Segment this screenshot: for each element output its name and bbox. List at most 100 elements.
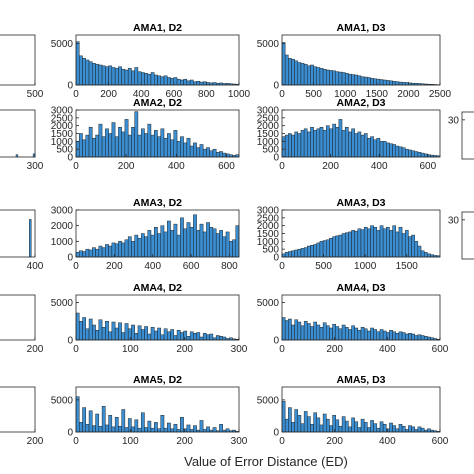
histogram-bar — [281, 42, 286, 86]
y-tick-label: 0 — [273, 336, 279, 347]
histogram-bar — [189, 145, 194, 158]
histogram-bar — [75, 41, 80, 86]
x-tick-label: 200 — [27, 344, 44, 355]
histogram-bar — [338, 119, 343, 158]
y-tick-label: 5000 — [51, 298, 74, 309]
x-axis-label: Value of Error Distance (ED) — [184, 454, 348, 469]
histogram-bar — [147, 420, 152, 433]
histogram-bar — [189, 227, 194, 258]
histogram-bar — [180, 416, 184, 433]
histogram-bar — [140, 329, 145, 341]
y-tick-label: 1000 — [257, 137, 280, 148]
histogram-bar — [225, 428, 230, 433]
histogram-bar — [303, 411, 308, 433]
histogram-bar — [140, 233, 145, 258]
y-tick-label: 1500 — [257, 129, 280, 140]
histogram-bar — [75, 252, 80, 258]
histogram-bar — [360, 418, 365, 433]
histogram-panel-17: 30 — [448, 211, 474, 260]
histogram-bar — [344, 127, 349, 158]
histogram-bar — [29, 219, 32, 258]
histogram-bar — [101, 65, 106, 86]
x-tick-label: 1500 — [366, 89, 389, 100]
histogram-bar — [88, 410, 93, 433]
histogram-bar — [92, 137, 96, 158]
histogram-bar — [127, 134, 132, 158]
histogram-bar — [176, 141, 181, 158]
histogram-bar — [111, 426, 116, 433]
y-tick-label: 3000 — [257, 106, 280, 117]
histogram-bar — [284, 320, 289, 341]
histogram-bar — [351, 230, 355, 258]
histogram-bar — [297, 321, 302, 341]
histogram-bar — [360, 76, 365, 86]
histogram-bar — [196, 230, 201, 258]
y-tick-label: 1000 — [257, 237, 280, 248]
histogram-bar — [183, 142, 188, 158]
histogram-bar — [417, 426, 422, 433]
histogram-bar — [189, 331, 194, 341]
panel-title: AMA2, D2 — [133, 97, 182, 109]
y-tick-label: 5000 — [257, 298, 280, 309]
histogram-bar — [344, 420, 349, 433]
histogram-bar — [332, 123, 336, 158]
histogram-bar — [307, 65, 311, 86]
histogram-bar — [389, 330, 393, 341]
histogram-bar — [297, 62, 302, 86]
y-tick-label: 3000 — [257, 206, 280, 217]
histogram-bar — [176, 234, 181, 258]
histogram-bar — [147, 230, 152, 258]
histogram-bar — [329, 425, 333, 433]
histogram-bar — [85, 134, 90, 158]
histogram-bar — [92, 324, 96, 341]
histogram-bar — [348, 73, 352, 86]
y-tick-label: 2000 — [257, 121, 280, 132]
histogram-bar — [167, 422, 171, 433]
histogram-bar — [344, 327, 349, 341]
histogram-bar — [367, 77, 371, 86]
histogram-bar — [222, 336, 227, 341]
histogram-bar — [411, 150, 415, 158]
histogram-bar — [341, 324, 346, 341]
histogram-bar — [427, 253, 431, 258]
histogram-bar — [114, 327, 119, 341]
histogram-bar — [373, 329, 378, 341]
y-tick-label: 0 — [273, 428, 279, 439]
histogram-bar — [215, 152, 220, 158]
histogram-bar — [338, 234, 343, 258]
histogram-bar — [326, 125, 330, 158]
histogram-bar — [92, 425, 96, 433]
x-tick-label: 600 — [432, 344, 449, 355]
histogram-bar — [405, 230, 409, 258]
x-tick-label: 600 — [420, 161, 437, 172]
axes-frame — [0, 109, 36, 158]
histogram-bar — [417, 245, 422, 258]
histogram-bar — [294, 319, 299, 341]
histogram-bar — [341, 72, 346, 86]
histogram-bar — [322, 130, 327, 158]
histogram-bar — [310, 245, 314, 258]
histogram-bar — [417, 334, 422, 341]
x-tick-label: 600 — [183, 261, 200, 272]
histogram-bar — [82, 139, 87, 158]
histogram-bar — [322, 413, 327, 433]
histogram-bar — [316, 67, 321, 86]
histogram-bar — [310, 424, 314, 433]
histogram-bar — [170, 139, 175, 158]
x-tick-label: 400 — [371, 161, 388, 172]
histogram-bar — [367, 330, 371, 341]
histogram-bar — [300, 325, 305, 341]
histogram-bar — [101, 247, 106, 258]
x-tick-label: 0 — [73, 89, 79, 100]
histogram-bar — [108, 245, 113, 258]
histogram-bar — [335, 127, 340, 158]
histogram-bar — [121, 332, 126, 341]
histogram-bar — [316, 128, 321, 158]
histogram-bar — [105, 424, 109, 433]
y-tick-label: 1000 — [51, 137, 74, 148]
y-tick-label: 0 — [273, 153, 279, 164]
histogram-bar — [411, 333, 415, 341]
x-tick-label: 1000 — [228, 89, 251, 100]
histogram-bar — [206, 426, 210, 433]
